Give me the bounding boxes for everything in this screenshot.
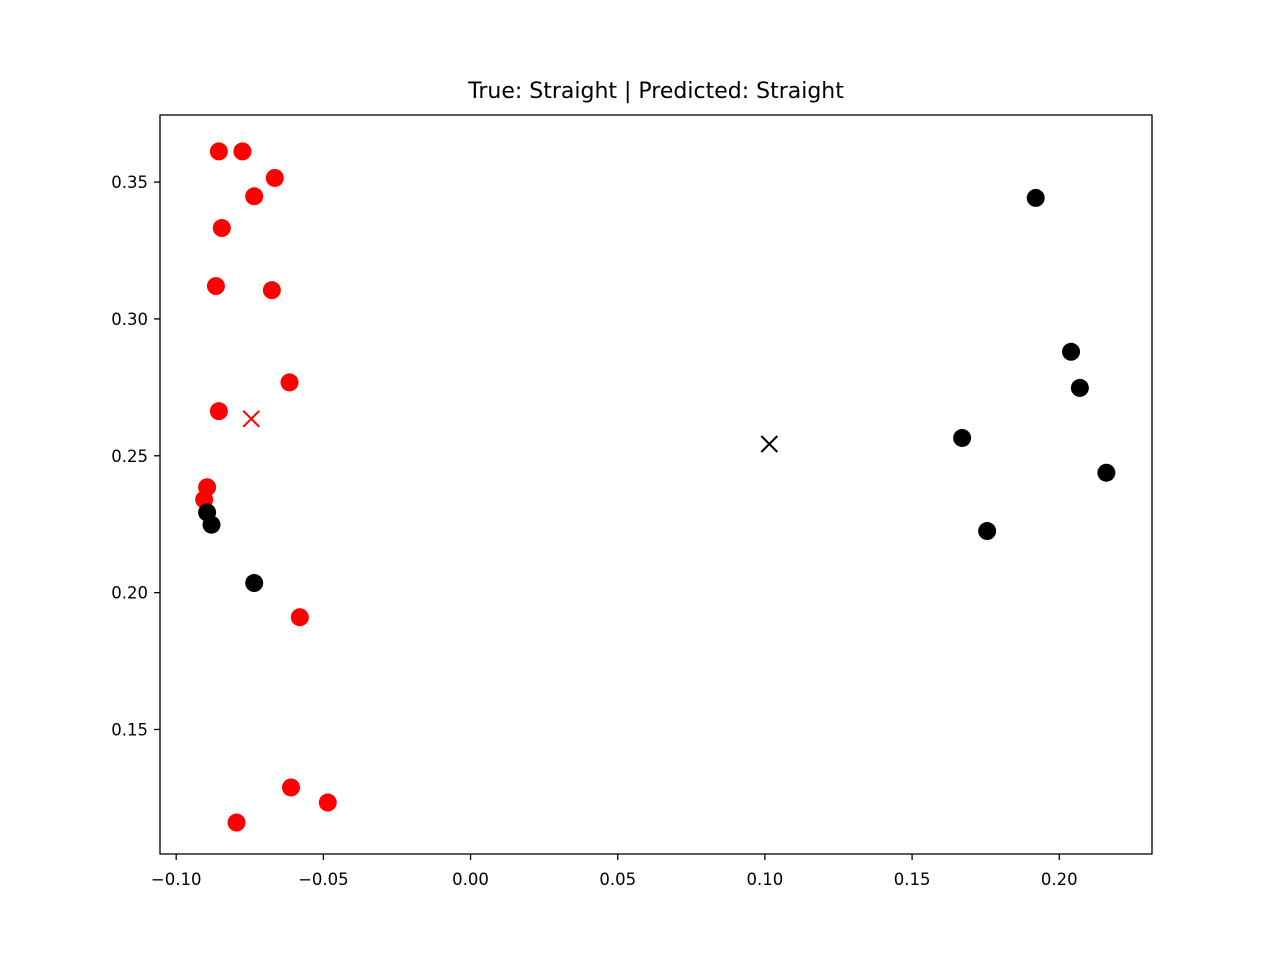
red-data-point (209, 142, 228, 161)
y-tick-label: 0.35 (111, 173, 148, 192)
chart-title: True: Straight | Predicted: Straight (467, 79, 844, 104)
black-data-point (202, 515, 221, 534)
y-tick-label: 0.25 (111, 447, 148, 466)
points-layer (195, 142, 1116, 832)
x-tick-label: −0.10 (151, 870, 202, 889)
y-tick-label: 0.20 (111, 584, 148, 603)
black-data-point (245, 574, 264, 593)
x-tick-label: 0.15 (894, 870, 931, 889)
red-data-point (212, 219, 231, 238)
centroid-x-marker (242, 410, 260, 428)
x-tick-label: −0.05 (298, 870, 349, 889)
black-data-point (1062, 342, 1081, 361)
red-data-point (281, 778, 300, 797)
x-marker-stroke (760, 435, 779, 453)
red-data-point (209, 402, 228, 421)
red-data-point (227, 813, 246, 832)
black-data-point (1026, 188, 1045, 207)
black-data-point (1097, 463, 1116, 482)
red-data-point (265, 168, 284, 187)
black-data-point (953, 428, 972, 447)
red-data-point (262, 281, 281, 300)
red-data-point (245, 187, 264, 206)
x-tick-label: 0.20 (1041, 870, 1078, 889)
x-tick-label: 0.00 (452, 870, 489, 889)
y-tick-label: 0.30 (111, 310, 148, 329)
black-data-point (1070, 378, 1089, 397)
x-tick-label: 0.10 (747, 870, 784, 889)
centroid-x-marker (760, 435, 779, 453)
red-data-point (318, 793, 337, 812)
red-data-point (290, 608, 309, 627)
red-data-point (233, 142, 252, 161)
red-data-point (206, 277, 225, 296)
red-data-point (280, 373, 299, 392)
axes-layer: −0.10 −0.05 0.00 0.05 0.10 0.15 0.20 0.15 0.20 0.… (111, 173, 1077, 889)
x-marker-stroke (242, 410, 260, 428)
x-tick-label: 0.05 (599, 870, 636, 889)
black-data-point (978, 522, 997, 541)
y-tick-label: 0.15 (111, 720, 148, 739)
plot-frame (159, 114, 1153, 855)
